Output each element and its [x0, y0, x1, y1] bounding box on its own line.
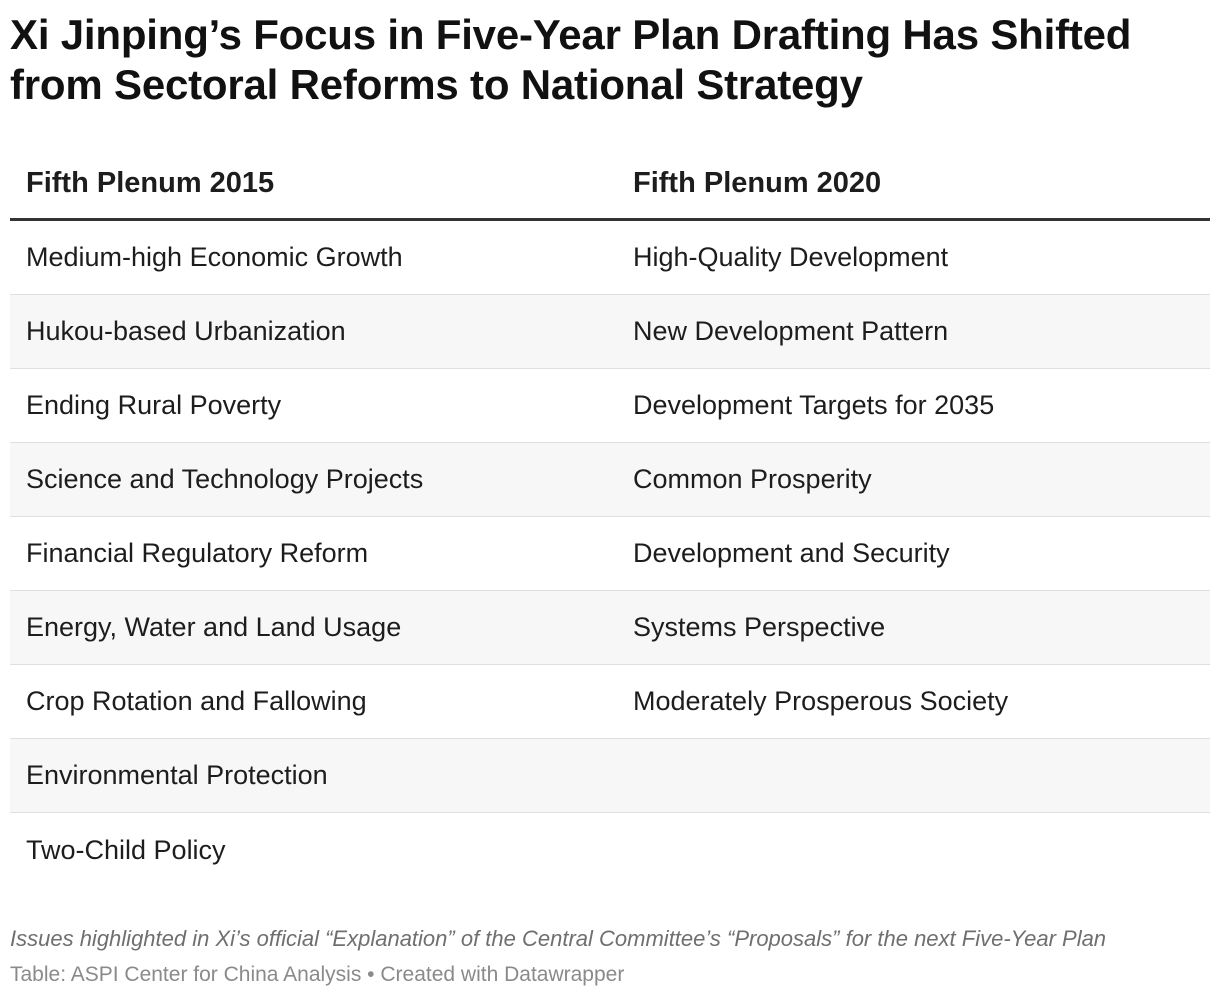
- cell-2015: Ending Rural Poverty: [26, 390, 282, 420]
- cell-2020: Development Targets for 2035: [633, 390, 995, 420]
- table-row: Ending Rural Poverty Development Targets …: [10, 369, 1210, 443]
- table-row: Hukou-based Urbanization New Development …: [10, 295, 1210, 369]
- table-footer: Table: ASPI Center for China Analysis • …: [10, 963, 625, 986]
- table-row: Energy, Water and Land Usage Systems Pers…: [10, 591, 1210, 665]
- cell-2020: New Development Pattern: [633, 316, 949, 346]
- chart-title: Xi Jinping’s Focus in Five-Year Plan Dra…: [10, 11, 1132, 108]
- table-row: Environmental Protection: [10, 739, 1210, 813]
- data-table: Fifth Plenum 2015 Fifth Plenum 2020 Medi…: [10, 148, 1210, 887]
- column-header-2015[interactable]: Fifth Plenum 2015: [26, 166, 275, 199]
- cell-2015: Medium-high Economic Growth: [26, 242, 403, 272]
- table-row: Financial Regulatory Reform Development a…: [10, 517, 1210, 591]
- cell-2020: Moderately Prosperous Society: [633, 686, 1009, 716]
- table-row: Science and Technology Projects Common Pr…: [10, 443, 1210, 517]
- cell-2015: Financial Regulatory Reform: [26, 538, 369, 568]
- cell-2020: Systems Perspective: [633, 612, 886, 642]
- cell-2020: High-Quality Development: [633, 242, 949, 272]
- cell-2020: Development and Security: [633, 538, 950, 568]
- table-row: Crop Rotation and Fallowing Moderately Pr…: [10, 665, 1210, 739]
- table-row: Medium-high Economic Growth High-Quality …: [10, 221, 1210, 295]
- cell-2015: Science and Technology Projects: [26, 464, 424, 494]
- cell-2015: Hukou-based Urbanization: [26, 316, 346, 346]
- cell-2020: Common Prosperity: [633, 464, 872, 494]
- table-body: Medium-high Economic Growth High-Quality …: [10, 221, 1210, 887]
- cell-2015: Environmental Protection: [26, 760, 328, 790]
- table-notes: Issues highlighted in Xi’s official “Exp…: [10, 926, 1107, 951]
- cell-2015: Energy, Water and Land Usage: [26, 612, 402, 642]
- table-header: Fifth Plenum 2015 Fifth Plenum 2020: [10, 148, 1210, 221]
- cell-2015: Crop Rotation and Fallowing: [26, 686, 367, 716]
- cell-2015: Two-Child Policy: [26, 834, 226, 865]
- column-header-2020[interactable]: Fifth Plenum 2020: [633, 166, 882, 199]
- table-row: Two-Child Policy: [10, 813, 1210, 887]
